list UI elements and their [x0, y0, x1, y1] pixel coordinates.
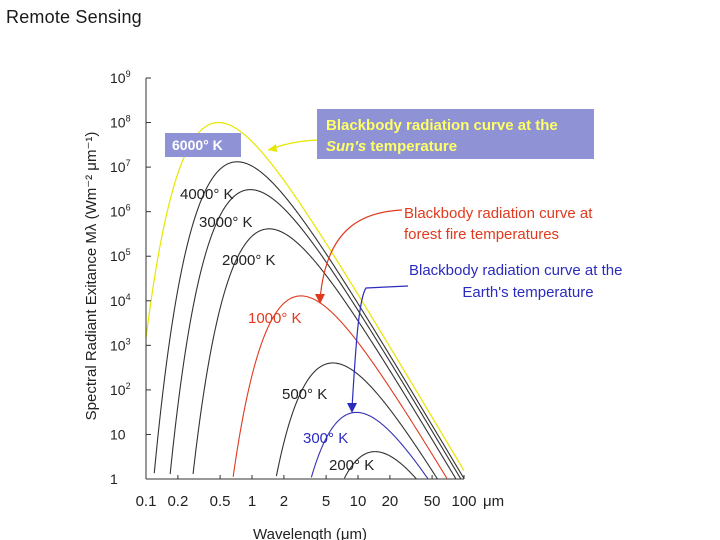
axes-layer: [145, 77, 465, 480]
curve-200k: [343, 451, 417, 480]
annotation-earth-arrow: [351, 285, 409, 409]
x-tick-label: 10: [350, 493, 367, 510]
y-tick-label: 1: [110, 471, 118, 487]
curve-4000k: [153, 161, 465, 479]
annotation-sun-line1: Blackbody radiation curve at the: [326, 117, 558, 134]
curve-label-500k: 500° K: [282, 386, 327, 403]
y-tick-label: 10: [110, 426, 126, 442]
annotation-sun-box: [317, 109, 594, 159]
curve-label-1000k: 1000° K: [248, 310, 302, 327]
y-tick-label: 109: [110, 69, 131, 86]
y-axis-title: Spectral Radiant Exitance Mλ (Wm⁻² μm⁻¹): [83, 132, 100, 421]
curve-label-3000k: 3000° K: [199, 214, 253, 231]
labels-layer: 1 10 102 103 104 105 106 107 108 109 0.1 0.2 0.5 1 2 5 1…: [83, 69, 504, 540]
x-tick-label: 2: [280, 493, 288, 510]
page-title: Remote Sensing: [6, 7, 142, 27]
annotation-earth-line2: Earth's temperature: [462, 284, 593, 301]
x-tick-label: 0.2: [167, 493, 188, 510]
curve-3000k: [169, 189, 462, 480]
annotations-layer: Blackbody radiation curve at the Sun's te…: [267, 109, 622, 413]
annotation-fire-arrowhead: [315, 294, 325, 304]
y-tick-label: 103: [110, 336, 131, 353]
x-axis-title: Wavelength (μm): [253, 526, 367, 540]
y-tick-label: 105: [110, 247, 131, 264]
annotation-fire-line1: Blackbody radiation curve at: [404, 205, 593, 222]
x-tick-label: 5: [322, 493, 330, 510]
y-tick-label: 107: [110, 158, 131, 175]
curves-layer: [145, 121, 465, 480]
annotation-fire-arrow: [319, 209, 403, 301]
annotation-earth-line1: Blackbody radiation curve at the: [409, 262, 622, 279]
x-tick-label: 20: [382, 493, 399, 510]
curve-label-4000k: 4000° K: [180, 186, 234, 203]
curve-6000k: [145, 121, 465, 471]
curve-label-2000k: 2000° K: [222, 252, 276, 269]
curve-label-bg-6000k: [165, 133, 241, 157]
annotation-fire-line2: forest fire temperatures: [404, 226, 559, 243]
curve-1000k: [232, 295, 448, 479]
y-tick-label: 106: [110, 203, 131, 220]
y-tick-label: 108: [110, 114, 131, 131]
annotation-sun-line2: Sun's temperature: [326, 138, 457, 155]
x-tick-label: 50: [424, 493, 441, 510]
x-tick-label: 0.5: [210, 493, 231, 510]
y-tick-label: 102: [110, 381, 131, 398]
curve-300k: [310, 411, 429, 479]
x-tick-label: 100: [451, 493, 476, 510]
curve-label-300k: 300° K: [303, 430, 348, 447]
curve-label-6000k: 6000° K: [172, 137, 223, 153]
y-tick-label: 104: [110, 292, 131, 309]
x-tick-label: 1: [248, 493, 256, 510]
x-tick-label: 0.1: [136, 493, 157, 510]
x-unit-label: μm: [483, 493, 504, 510]
annotation-sun-arrowhead: [268, 144, 277, 152]
curve-label-200k: 200° K: [329, 457, 374, 474]
annotation-earth-arrowhead: [347, 403, 357, 413]
curve-500k: [275, 362, 438, 480]
